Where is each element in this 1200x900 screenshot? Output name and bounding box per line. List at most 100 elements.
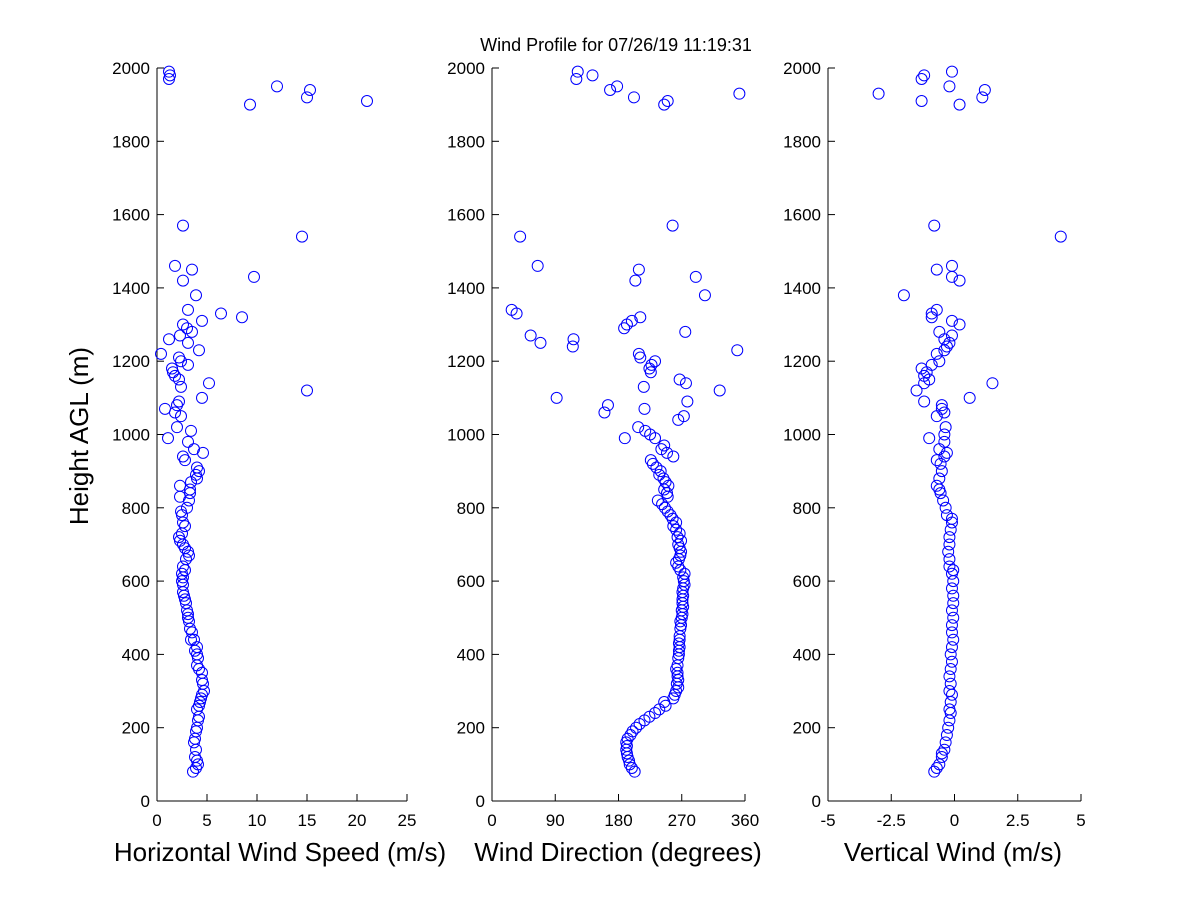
- y-tick-label: 1000: [447, 426, 485, 445]
- data-point: [188, 443, 200, 456]
- data-point: [677, 410, 690, 423]
- y-tick-label: 200: [793, 719, 821, 738]
- data-point: [604, 83, 617, 96]
- data-point: [625, 314, 638, 327]
- data-point: [649, 355, 662, 368]
- data-point: [611, 80, 624, 93]
- data-point: [301, 384, 313, 397]
- data-point: [945, 655, 958, 668]
- data-point: [963, 391, 976, 404]
- data-point: [655, 443, 668, 456]
- data-point: [930, 454, 943, 467]
- y-tick-label: 1800: [112, 132, 150, 151]
- data-point: [933, 758, 946, 771]
- data-point: [897, 289, 910, 302]
- vertical-wind-x-axis-title: Vertical Wind (m/s): [844, 837, 1062, 867]
- data-point: [947, 633, 960, 646]
- y-tick-label: 0: [812, 792, 821, 811]
- data-point: [713, 384, 726, 397]
- data-point: [271, 80, 283, 93]
- data-point: [923, 432, 936, 445]
- data-point: [301, 91, 313, 104]
- data-point: [169, 259, 181, 272]
- data-point: [646, 457, 659, 470]
- data-point: [632, 263, 645, 276]
- y-tick-label: 400: [122, 645, 150, 664]
- data-point: [667, 450, 680, 463]
- data-point: [935, 747, 948, 760]
- data-point: [177, 318, 189, 331]
- data-point: [945, 314, 958, 327]
- data-point: [976, 91, 989, 104]
- data-point: [638, 402, 651, 415]
- data-point: [623, 758, 636, 771]
- data-point: [945, 626, 958, 639]
- data-point: [933, 355, 946, 368]
- data-point: [678, 567, 691, 580]
- data-point: [618, 432, 631, 445]
- data-point: [935, 465, 948, 478]
- vertical-wind-panel: 0 200 400 600 800 1000 1200 1400 1600 1800 2000 -5 -…: [783, 59, 1086, 830]
- data-point: [940, 340, 953, 353]
- data-point: [944, 648, 957, 661]
- data-point: [918, 395, 931, 408]
- data-point: [598, 406, 611, 419]
- data-point: [182, 358, 194, 371]
- data-point: [244, 98, 256, 111]
- data-point: [938, 743, 951, 756]
- x-tick-label: 270: [668, 811, 696, 830]
- data-point: [632, 421, 645, 434]
- data-point: [248, 270, 260, 283]
- data-point: [953, 98, 966, 111]
- x-tick-label: 5: [1076, 811, 1085, 830]
- data-point: [915, 94, 928, 107]
- data-point: [567, 333, 580, 346]
- direction-x-axis-title: Wind Direction (degrees): [474, 837, 762, 867]
- data-point: [155, 347, 167, 360]
- y-tick-label: 1200: [112, 352, 150, 371]
- data-point: [666, 219, 679, 232]
- data-point: [215, 307, 227, 320]
- data-point: [632, 347, 645, 360]
- data-point: [190, 289, 202, 302]
- data-point: [943, 538, 956, 551]
- data-point: [637, 380, 650, 393]
- data-point: [296, 230, 308, 243]
- y-tick-label: 400: [457, 645, 485, 664]
- data-point: [938, 435, 951, 448]
- data-point: [677, 575, 690, 588]
- data-point: [910, 384, 923, 397]
- data-point: [935, 751, 948, 764]
- data-point: [586, 69, 599, 82]
- data-point: [629, 274, 642, 287]
- data-point: [550, 391, 563, 404]
- data-point: [571, 65, 584, 78]
- data-point: [943, 560, 956, 573]
- y-tick-label: 2000: [112, 59, 150, 78]
- data-point: [937, 494, 950, 507]
- y-tick-label: 0: [476, 792, 485, 811]
- y-tick-label: 1600: [112, 206, 150, 225]
- data-point: [182, 336, 194, 349]
- data-point: [304, 83, 316, 96]
- y-tick-label: 1000: [783, 426, 821, 445]
- data-point: [163, 333, 175, 346]
- y-tick-label: 200: [122, 719, 150, 738]
- data-point: [930, 479, 943, 492]
- data-point: [675, 534, 688, 547]
- data-point: [945, 619, 958, 632]
- data-point: [947, 564, 960, 577]
- data-point: [930, 762, 943, 775]
- y-tick-label: 1800: [783, 132, 821, 151]
- x-tick-label: 0: [487, 811, 496, 830]
- x-tick-label: 25: [398, 811, 417, 830]
- data-point: [918, 369, 931, 382]
- data-point: [203, 377, 215, 390]
- data-point: [173, 531, 185, 544]
- data-point: [942, 721, 955, 734]
- data-point: [925, 358, 938, 371]
- x-tick-label: 0: [950, 811, 959, 830]
- data-point: [505, 303, 518, 316]
- data-point: [189, 751, 201, 764]
